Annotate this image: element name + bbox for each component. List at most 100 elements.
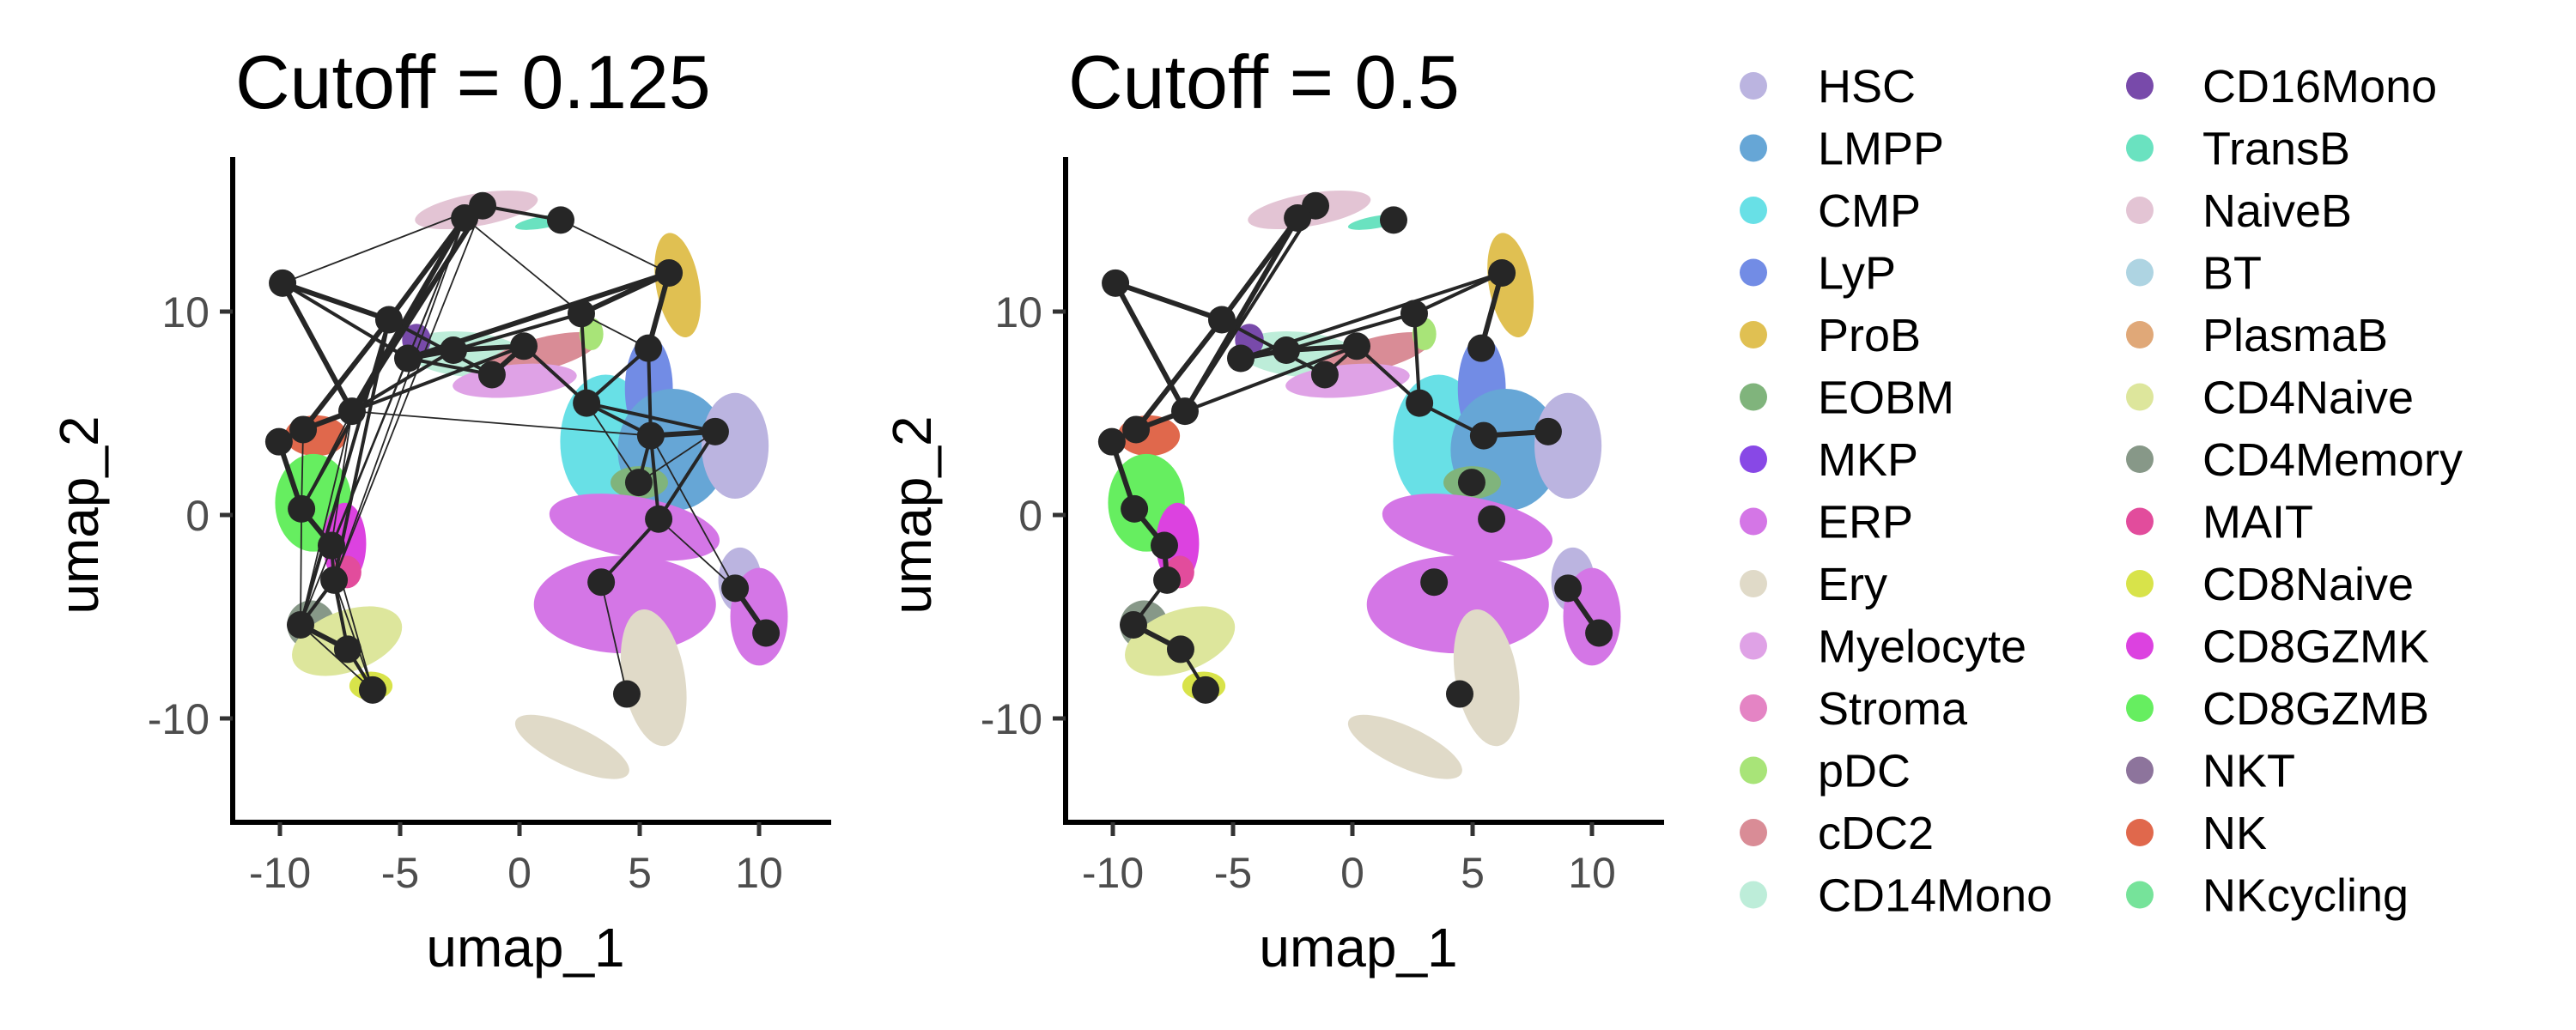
graph-node <box>374 306 403 334</box>
legend-item: cDC2 <box>1740 808 1934 859</box>
x-axis-title: umap_1 <box>1259 917 1457 978</box>
legend-dot-icon <box>2126 445 2154 473</box>
x-tick-label: 5 <box>1461 849 1485 897</box>
legend-label: HSC <box>1818 61 1916 112</box>
y-axis-title: umap_2 <box>48 415 110 614</box>
graph-node <box>1150 531 1178 560</box>
legend-item: TransB <box>2126 124 2350 175</box>
legend-label: EOBM <box>1818 373 1954 424</box>
x-axis: -10 -5 0 5 10 umap_1 <box>1063 820 1664 978</box>
legend-item: BT <box>2126 248 2262 300</box>
legend-item: pDC <box>1740 746 1911 797</box>
y-tick-label: -10 <box>148 695 210 743</box>
graph-edge <box>333 579 374 691</box>
legend-dot-icon <box>1740 445 1767 473</box>
graph-node <box>567 300 595 328</box>
graph-node <box>721 574 750 603</box>
graph-edge <box>333 204 483 581</box>
cluster-erp <box>1382 494 1553 561</box>
graph-node <box>393 344 422 373</box>
legend-dot-icon <box>2126 197 2154 224</box>
graph-edge <box>522 344 589 405</box>
legend-item: NKT <box>2126 746 2295 797</box>
graph-edge <box>638 430 716 483</box>
graph-edge <box>1412 270 1504 316</box>
graph-node <box>477 360 506 389</box>
graph-node <box>752 619 781 647</box>
panel-title: Cutoff = 0.5 <box>1068 39 1460 124</box>
graph-node <box>1343 332 1371 360</box>
legend-dot-icon <box>2126 694 2154 722</box>
legend-dot-icon <box>1740 258 1767 287</box>
legend-item: CD4Memory <box>2126 434 2463 486</box>
y-tick-label: -10 <box>981 695 1042 743</box>
cluster-erp <box>1366 555 1549 654</box>
cluster-erp <box>533 555 716 654</box>
panel-title: Cutoff = 0.125 <box>235 39 711 124</box>
legend-label: Stroma <box>1818 683 1968 735</box>
legend-item: Myelocyte <box>1740 621 2026 673</box>
graph-node <box>288 494 316 523</box>
graph-edge <box>1182 203 1318 414</box>
legend-item: NaiveB <box>2126 185 2352 237</box>
legend-dot-icon <box>1740 632 1767 660</box>
graph-edge <box>649 434 736 590</box>
legend-label: cDC2 <box>1818 808 1934 859</box>
graph-node <box>1153 566 1182 594</box>
legend-item: LyP <box>1740 248 1896 300</box>
legend-item: CD16Mono <box>2126 61 2437 112</box>
legend-item: Stroma <box>1740 683 1968 735</box>
legend-dot-icon <box>1740 72 1767 100</box>
graph-node <box>333 635 361 663</box>
y-axis: 10 0 -10 umap_2 <box>48 157 235 825</box>
cluster-ery <box>620 609 687 747</box>
graph-node <box>612 680 641 708</box>
graph-node <box>635 334 663 362</box>
graph-node <box>1478 505 1506 533</box>
legend-item: LMPP <box>1740 124 1944 175</box>
graph-node <box>1207 306 1236 334</box>
cluster-ery <box>1347 714 1462 779</box>
graph-edge <box>647 346 653 438</box>
graph-edge <box>333 217 466 581</box>
graph-edge <box>600 581 628 695</box>
graph-node <box>286 610 314 639</box>
cluster-hsc <box>1534 392 1602 500</box>
legend-item: CD8Naive <box>2126 559 2414 610</box>
legend-label: pDC <box>1818 746 1911 797</box>
graph-edge <box>331 410 353 547</box>
legend-dot-icon <box>1740 383 1767 411</box>
legend-dot-icon <box>2126 819 2154 846</box>
legend-dot-icon <box>1740 694 1767 722</box>
graph-edge <box>1412 312 1422 405</box>
y-tick-label: 10 <box>994 288 1042 336</box>
x-tick-label: 5 <box>628 849 652 897</box>
legend-dot-icon <box>2126 570 2154 597</box>
x-tick-label: -10 <box>1082 849 1144 897</box>
legend-dot-icon <box>1740 756 1767 785</box>
graph-edge <box>1113 280 1188 415</box>
graph-node <box>1585 619 1613 647</box>
legend-item: HSC <box>1740 61 1916 112</box>
legend-item: PlasmaB <box>2126 310 2388 361</box>
graph-edge <box>298 318 391 627</box>
graph-edge <box>657 429 717 521</box>
legend-dot-icon <box>1740 881 1767 909</box>
graph-edge <box>1182 344 1359 414</box>
graph-node <box>1119 610 1147 639</box>
legend-label: MAIT <box>2202 497 2313 548</box>
graph-node <box>1400 300 1428 328</box>
graph-node <box>1170 397 1199 426</box>
graph-edge <box>599 517 661 585</box>
x-tick-label: 10 <box>1568 849 1616 897</box>
graph-node <box>358 676 386 704</box>
cell-type-legend: HSC LMPP CMP LyP ProB EOBM MKP ERP Ery Myelocyte S… <box>1740 61 2463 922</box>
legend-item: ERP <box>1740 497 1913 548</box>
graph-node <box>701 417 729 445</box>
legend-label: ERP <box>1818 497 1913 548</box>
legend-item: CD14Mono <box>1740 870 2052 922</box>
cluster-hsc <box>702 392 769 500</box>
graph-edge <box>300 215 467 511</box>
cluster-ery <box>1453 609 1520 747</box>
graph-node <box>1488 258 1516 287</box>
